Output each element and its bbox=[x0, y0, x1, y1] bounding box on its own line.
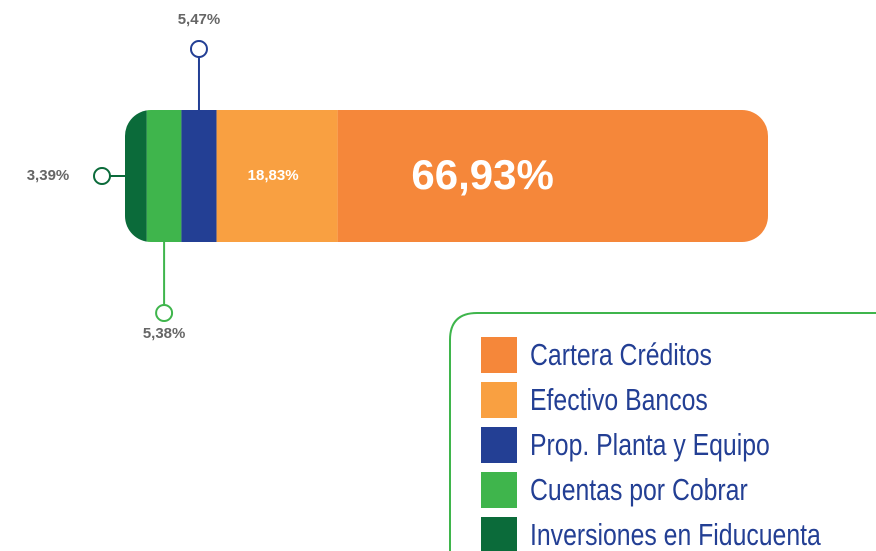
bar-segment bbox=[125, 110, 147, 242]
value-label: 66,93% bbox=[411, 151, 553, 198]
legend-label: Inversiones en Fiducuenta bbox=[530, 518, 821, 551]
bar-segment bbox=[216, 110, 338, 242]
leader-dot bbox=[93, 167, 111, 185]
legend-swatch bbox=[481, 427, 517, 463]
bar-segment bbox=[337, 110, 768, 242]
leader-dot bbox=[189, 40, 208, 58]
bar-group bbox=[125, 110, 768, 242]
legend-swatch bbox=[481, 472, 517, 508]
bar-segment bbox=[146, 110, 182, 242]
leader-dot bbox=[155, 304, 174, 322]
value-label: 18,83% bbox=[248, 167, 299, 184]
legend-swatch bbox=[481, 337, 517, 373]
value-label: 5,38% bbox=[143, 325, 186, 342]
legend-label: Cuentas por Cobrar bbox=[530, 473, 748, 507]
value-label: 5,47% bbox=[178, 11, 221, 28]
legend-box bbox=[449, 312, 876, 551]
bar-segment bbox=[181, 110, 217, 242]
legend-label: Prop. Planta y Equipo bbox=[530, 428, 770, 462]
value-label: 3,39% bbox=[27, 167, 70, 184]
legend-swatch bbox=[481, 382, 517, 418]
legend-swatch bbox=[481, 517, 517, 551]
legend-label: Efectivo Bancos bbox=[530, 383, 708, 417]
legend-label: Cartera Créditos bbox=[530, 338, 712, 372]
